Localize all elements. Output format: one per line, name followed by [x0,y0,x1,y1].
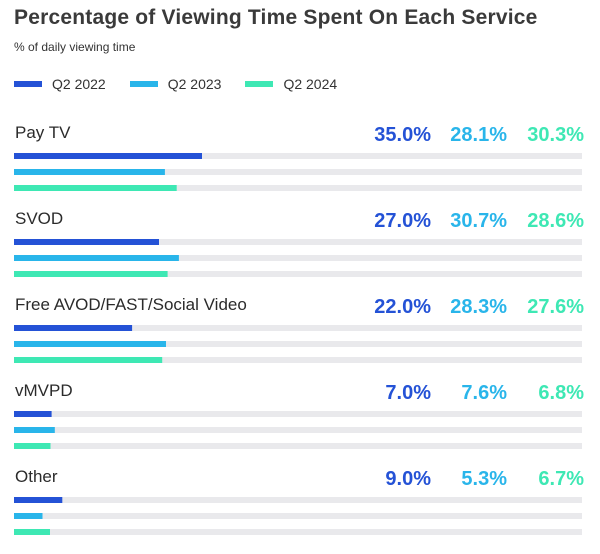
legend: Q2 2022 Q2 2023 Q2 2024 [14,74,361,94]
category-label-vmvpd: vMVPD [15,381,73,400]
category-label-other: Other [15,467,58,486]
legend-label-q2-2024: Q2 2024 [283,76,338,92]
value-label-pay-tv-q2-2022: 35.0% [374,124,431,146]
bar-vmvpd-q2-2024 [14,443,51,449]
value-label-other-q2-2022: 9.0% [385,468,431,490]
bar-other-q2-2024 [14,529,50,535]
bar-svod-q2-2022 [14,239,159,245]
bar-track-svod-q2-2022 [14,239,582,245]
category-label-pay-tv: Pay TV [15,123,71,142]
bar-pay-tv-q2-2023 [14,169,165,175]
legend-swatch-q2-2024 [245,81,274,87]
category-label-svod: SVOD [15,209,63,228]
bar-track-other-q2-2023 [14,513,582,519]
legend-swatch-q2-2022 [14,81,42,87]
bar-svod-q2-2023 [14,255,179,261]
bar-svod-q2-2024 [14,271,168,277]
value-label-other-q2-2023: 5.3% [461,468,507,490]
bar-pay-tv-q2-2024 [14,185,177,191]
value-label-other-q2-2024: 6.7% [538,468,584,490]
bar-track-vmvpd-q2-2024 [14,443,582,449]
bar-track-free-avod-fast-social-video-q2-2024 [14,357,582,363]
legend-item-q2-2024: Q2 2024 [245,76,337,92]
bar-track-free-avod-fast-social-video-q2-2023 [14,341,582,347]
legend-item-q2-2023: Q2 2023 [129,76,222,92]
legend-label-q2-2022: Q2 2022 [52,76,106,92]
value-label-free-avod-fast-social-video-q2-2023: 28.3% [450,296,507,318]
bar-track-other-q2-2024 [14,529,582,535]
chart-title: Percentage of Viewing Time Spent On Each… [14,6,538,29]
legend-label-q2-2023: Q2 2023 [167,76,222,92]
bar-track-vmvpd-q2-2022 [14,411,582,417]
bar-track-other-q2-2022 [14,497,582,503]
legend-item-q2-2022: Q2 2022 [14,76,106,92]
value-label-pay-tv-q2-2023: 28.1% [450,124,507,146]
legend-swatch-q2-2023 [129,81,158,87]
bar-free-avod-fast-social-video-q2-2022 [14,325,133,331]
bar-track-pay-tv-q2-2022 [14,153,582,159]
bar-other-q2-2022 [14,497,63,503]
value-label-free-avod-fast-social-video-q2-2022: 22.0% [374,296,431,318]
bar-pay-tv-q2-2022 [14,153,202,159]
value-label-free-avod-fast-social-video-q2-2024: 27.6% [527,296,584,318]
value-label-vmvpd-q2-2022: 7.0% [385,382,431,404]
category-label-free-avod-fast-social-video: Free AVOD/FAST/Social Video [15,295,247,314]
bar-track-svod-q2-2023 [14,255,582,261]
bar-free-avod-fast-social-video-q2-2024 [14,357,163,363]
bar-track-pay-tv-q2-2024 [14,185,582,191]
value-label-vmvpd-q2-2024: 6.8% [538,382,584,404]
bar-track-vmvpd-q2-2023 [14,427,582,433]
bar-vmvpd-q2-2022 [14,411,52,417]
bar-track-free-avod-fast-social-video-q2-2022 [14,325,582,331]
value-label-svod-q2-2022: 27.0% [374,210,431,232]
bar-free-avod-fast-social-video-q2-2023 [14,341,166,347]
bar-track-pay-tv-q2-2023 [14,169,582,175]
value-label-vmvpd-q2-2023: 7.6% [461,382,507,404]
value-label-svod-q2-2023: 30.7% [450,210,507,232]
bar-other-q2-2023 [14,513,43,519]
bar-vmvpd-q2-2023 [14,427,55,433]
value-label-svod-q2-2024: 28.6% [527,210,584,232]
chart-subtitle: % of daily viewing time [14,40,136,54]
bar-track-svod-q2-2024 [14,271,582,277]
value-label-pay-tv-q2-2024: 30.3% [527,124,584,146]
